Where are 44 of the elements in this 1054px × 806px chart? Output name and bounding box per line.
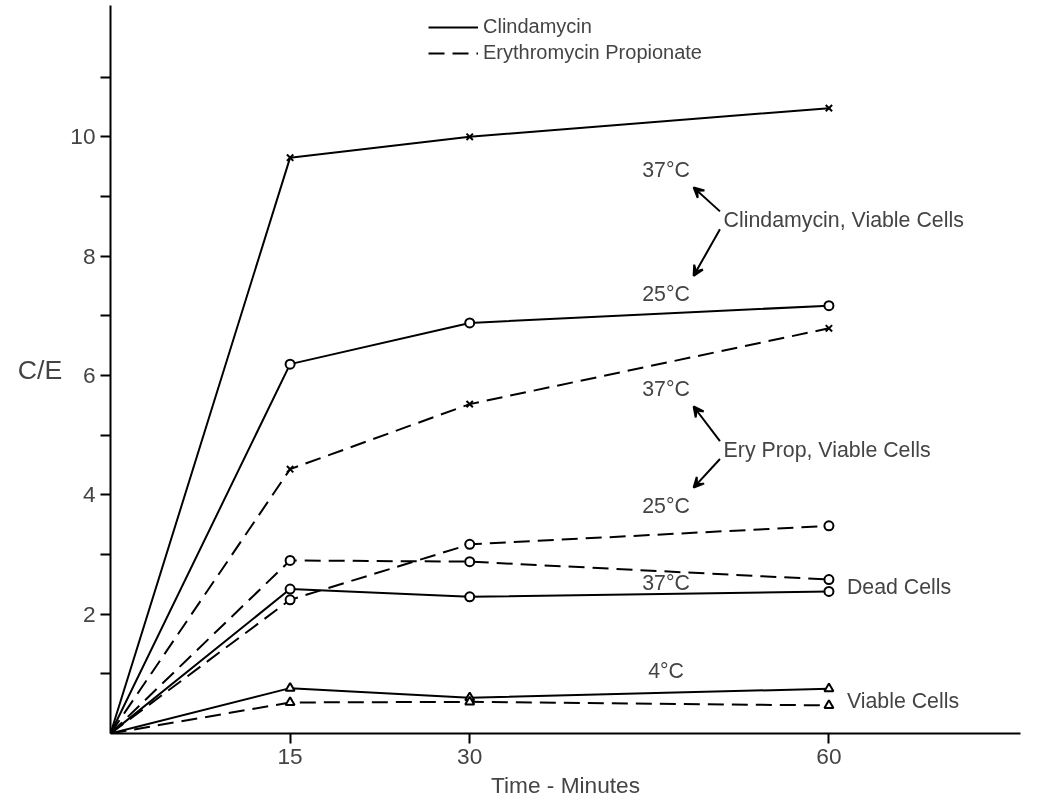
y-tick-label: 4 [82, 481, 96, 508]
point [284, 594, 296, 606]
y-tick-label: 10 [70, 123, 96, 150]
annotation: 37°C [642, 570, 690, 595]
annotation: 37°C [642, 376, 690, 401]
x-tick-label: 60 [816, 742, 842, 769]
point [284, 583, 296, 595]
point [284, 358, 296, 370]
point [824, 103, 834, 113]
annotation: Ery Prop, Viable Cells [723, 438, 931, 463]
point [823, 520, 835, 532]
point [823, 585, 835, 597]
point [823, 699, 835, 710]
y-tick-label: 6 [82, 361, 96, 388]
y-tick-label: 2 [82, 600, 96, 627]
y-axis-title: C/E [17, 354, 63, 385]
point [465, 132, 474, 141]
point [464, 538, 476, 550]
legend-label: Erythromycin Propionate [483, 41, 702, 64]
y-tick-label: 8 [82, 242, 96, 269]
point [464, 556, 476, 568]
annotation: Dead Cells [846, 574, 952, 599]
x-tick-label: 15 [277, 742, 303, 769]
point [823, 682, 835, 693]
annotation: Clindamycin, Viable Cells [723, 208, 964, 233]
point [823, 300, 835, 312]
legend-label: Clindamycin [483, 15, 592, 38]
annotation: 37°C [642, 157, 690, 182]
annotation: Viable Cells [846, 688, 960, 713]
x-axis-title: Time - Minutes [491, 771, 640, 798]
point [285, 464, 295, 474]
point [465, 399, 474, 409]
point [823, 574, 835, 586]
x-tick-label: 30 [457, 742, 483, 769]
annotation: 4°C [648, 659, 684, 684]
point [285, 153, 295, 162]
point [284, 696, 296, 707]
point [464, 695, 476, 706]
annotation: 25°C [642, 493, 690, 518]
point [464, 317, 476, 329]
annotation: 25°C [642, 281, 690, 306]
point [284, 681, 296, 692]
point [464, 591, 476, 603]
point [284, 554, 296, 566]
